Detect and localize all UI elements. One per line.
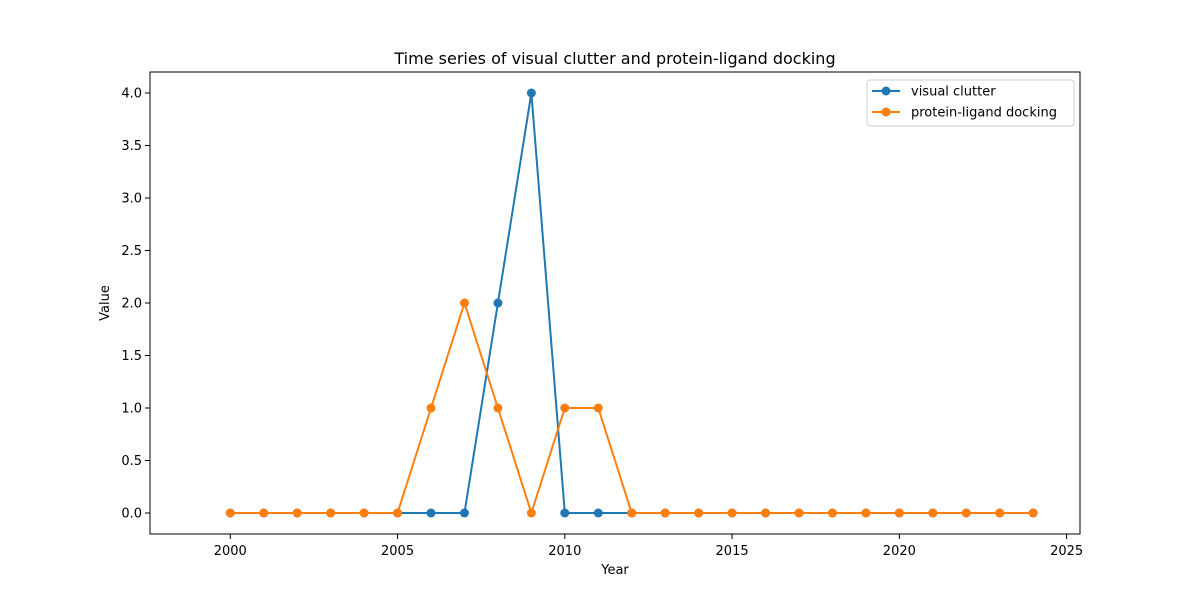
x-tick-label: 2015 — [716, 544, 749, 559]
data-point — [593, 508, 603, 518]
y-axis: 0.0 0.5 1.0 1.5 2.0 2.5 3.0 3.5 4.0 — [121, 87, 150, 522]
data-point — [426, 508, 436, 518]
data-point — [694, 508, 704, 518]
data-point — [827, 508, 837, 518]
data-point — [526, 508, 536, 518]
data-point — [593, 403, 603, 413]
data-point — [326, 508, 336, 518]
plot-area — [149, 71, 1081, 535]
data-point — [560, 403, 570, 413]
y-tick-label: 0.0 — [121, 507, 142, 522]
data-point — [560, 508, 570, 518]
x-tick-label: 2020 — [883, 544, 916, 559]
y-tick-label: 0.5 — [121, 454, 142, 469]
y-tick-label: 1.5 — [121, 349, 142, 364]
data-point — [493, 403, 503, 413]
data-point — [426, 403, 436, 413]
x-tick-label: 2005 — [381, 544, 414, 559]
legend-label: visual clutter — [911, 85, 996, 100]
data-point — [995, 508, 1005, 518]
y-tick-label: 3.0 — [121, 192, 142, 207]
data-point — [861, 508, 871, 518]
y-tick-label: 2.0 — [121, 297, 142, 312]
y-axis-label: Value — [98, 285, 113, 321]
data-point — [359, 508, 369, 518]
data-point — [627, 508, 637, 518]
x-tick-label: 2000 — [214, 544, 247, 559]
y-tick-label: 2.5 — [121, 244, 142, 259]
data-point — [225, 508, 235, 518]
data-point — [393, 508, 403, 518]
legend-label: protein-ligand docking — [911, 106, 1057, 121]
y-tick-label: 3.5 — [121, 139, 142, 154]
x-axis-label: Year — [600, 563, 629, 578]
x-axis: 2000 2005 2010 2015 2020 2025 — [214, 534, 1083, 559]
x-tick-label: 2025 — [1050, 544, 1083, 559]
data-point — [894, 508, 904, 518]
y-tick-label: 1.0 — [121, 402, 142, 417]
series-layer — [225, 88, 1038, 518]
y-tick-label: 4.0 — [121, 87, 142, 102]
data-point — [292, 508, 302, 518]
data-point — [961, 508, 971, 518]
legend: visual clutter protein-ligand docking — [866, 79, 1075, 127]
data-point — [660, 508, 670, 518]
data-point — [1028, 508, 1038, 518]
legend-marker — [881, 86, 891, 96]
legend-box — [866, 79, 1075, 127]
data-point — [526, 88, 536, 98]
series-1 — [225, 298, 1038, 518]
data-point — [794, 508, 804, 518]
data-point — [727, 508, 737, 518]
data-point — [459, 508, 469, 518]
data-point — [928, 508, 938, 518]
data-point — [761, 508, 771, 518]
data-point — [259, 508, 269, 518]
legend-marker — [881, 107, 891, 117]
x-tick-label: 2010 — [548, 544, 581, 559]
data-point — [459, 298, 469, 308]
data-point — [493, 298, 503, 308]
chart-title: Time series of visual clutter and protei… — [393, 49, 835, 68]
